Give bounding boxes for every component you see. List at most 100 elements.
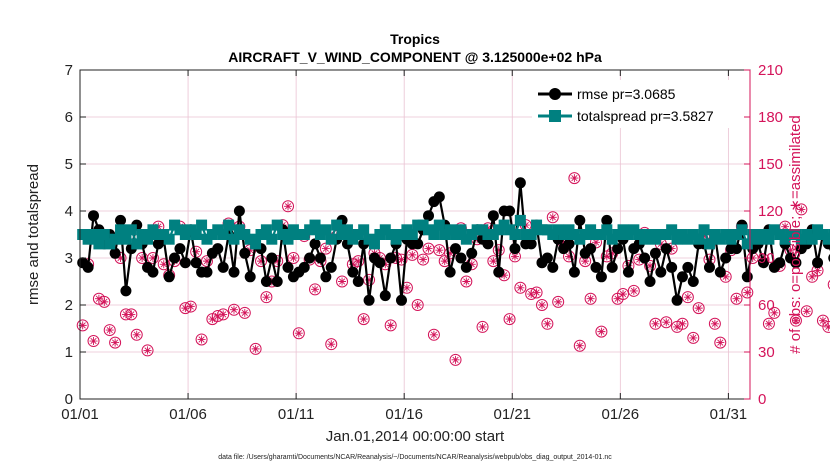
obs-possible-point-2 (87, 335, 100, 348)
obs-assimilated-point-2 (89, 337, 98, 346)
obs-assimilated-point-111 (678, 319, 687, 328)
rmse-point-57 (385, 252, 397, 264)
totalspread-point-7 (115, 224, 127, 236)
obs-possible-point-46 (325, 338, 338, 351)
obs-assimilated-point-7 (116, 254, 125, 262)
obs-possible-point-105 (644, 259, 657, 272)
rmse-point-38 (282, 261, 294, 273)
obs-assimilated-point-59 (397, 255, 406, 264)
rmse-point-62 (412, 238, 424, 250)
totalspread-point-2 (88, 229, 100, 240)
obs-assimilated-point-28 (229, 305, 238, 314)
rmse-point-77 (493, 266, 505, 278)
obs-assimilated-point-72 (467, 260, 476, 269)
obs-assimilated-point-66 (435, 246, 444, 255)
rmse-point-17 (169, 252, 181, 264)
rmse-point-91 (568, 266, 580, 278)
axes: 01/01 01/06 01/11 01/16 01/21 01/26 01/31 0 1 2 3 4… (61, 62, 783, 423)
rmse-point-51 (352, 276, 364, 287)
obs-possible-point-88 (552, 295, 565, 308)
obs-possible-point-32 (249, 342, 262, 355)
rmse-point-19 (179, 257, 191, 269)
rmse-point-75 (482, 238, 494, 250)
legend-box (532, 80, 744, 128)
totalspread-point-27 (223, 219, 235, 231)
legend-rmse-label: rmse pr=3.0685 (577, 86, 676, 102)
obs-assimilated-point-19 (181, 304, 190, 313)
obs-assimilated-point-36 (273, 257, 282, 266)
rmse-point-29 (233, 205, 245, 217)
obs-possible-point-10 (130, 328, 143, 341)
obs-assimilated-point-99 (613, 294, 622, 303)
rmse-point-8 (120, 285, 132, 297)
obs-possible-point-91 (568, 172, 581, 185)
y-axis-label: rmse and totalspread (25, 164, 42, 305)
rmse-point-6 (109, 247, 121, 259)
obs-possible-point-85 (535, 299, 548, 311)
obs-possible-point-65 (427, 328, 440, 341)
obs-possible-point-15 (157, 258, 170, 271)
legend-totalspread-marker (549, 110, 561, 122)
totalspread-point-83 (525, 229, 537, 240)
totalspread-point-43 (309, 219, 321, 231)
y-right-tick-label-5: 150 (758, 156, 783, 173)
rmse-point-112 (682, 261, 694, 273)
obs-assimilated-point-68 (446, 249, 455, 258)
obs-assimilated-point-100 (619, 290, 628, 299)
totalspread-point-97 (601, 224, 613, 236)
series-layer (76, 172, 830, 366)
obs-possible-point-40 (292, 327, 305, 340)
totalspread-point-35 (266, 233, 278, 245)
obs-assimilated-point-102 (629, 286, 638, 295)
totalspread-point-34 (260, 224, 272, 236)
obs-possible-point-52 (357, 313, 370, 326)
obs-assimilated-point-80 (510, 252, 519, 261)
y-right-tick-label-1: 30 (758, 344, 775, 361)
rmse-point-36 (271, 276, 283, 287)
totalspread-point-28 (228, 233, 240, 245)
obs-assimilated-point-30 (240, 308, 249, 317)
rmse-point-46 (325, 261, 337, 273)
obs-assimilated-point-64 (424, 244, 433, 253)
obs-assimilated-point-130 (781, 222, 790, 231)
obs-assimilated-point-88 (554, 297, 563, 306)
y-axis-right-label: # of obs: o=possible; ∗=assimilated (787, 115, 804, 354)
y-tick-label-0: 0 (65, 391, 73, 408)
x-tick-label-3: 01/16 (385, 406, 423, 423)
rmse-point-119 (720, 252, 732, 264)
obs-assimilated-point-57 (386, 321, 395, 330)
rmse-point-28 (228, 266, 240, 278)
rmse-point-111 (676, 271, 688, 283)
obs-assimilated-point-45 (321, 244, 330, 253)
obs-assimilated-point-134 (802, 307, 811, 316)
obs-assimilated-point-32 (251, 344, 260, 353)
totalspread-point-12 (142, 233, 154, 245)
obs-possible-point-81 (514, 281, 527, 294)
obs-assimilated-point-117 (710, 319, 719, 328)
chart-subtitle: AIRCRAFT_V_WIND_COMPONENT @ 3.125000e+02… (228, 49, 602, 65)
y-right-tick-label-7: 210 (758, 62, 783, 79)
obs-possible-point-34 (260, 291, 273, 304)
obs-assimilated-point-50 (348, 260, 357, 269)
obs-possible-point-38 (282, 200, 295, 213)
rmse-point-98 (606, 261, 618, 273)
obs-assimilated-point-94 (586, 294, 595, 303)
obs-possible-point-71 (460, 275, 473, 288)
obs-possible-point-133 (795, 203, 808, 216)
obs-assimilated-point-85 (537, 301, 546, 309)
obs-possible-point-33 (255, 255, 268, 268)
totalspread-point-80 (509, 229, 521, 240)
legend-rmse-marker (549, 88, 561, 100)
rmse-point-66 (433, 191, 445, 203)
obs-assimilated-point-23 (202, 257, 211, 266)
rmse-point-25 (212, 243, 224, 255)
rmse-point-59 (395, 294, 407, 306)
obs-assimilated-point-108 (662, 318, 671, 327)
rmse-point-99 (612, 243, 624, 255)
totalspread-point-6 (109, 233, 121, 245)
rmse-point-76 (487, 210, 499, 222)
obs-assimilated-point-43 (311, 285, 320, 294)
x-tick-label-6: 01/31 (710, 406, 748, 423)
obs-assimilated-point-133 (797, 205, 806, 214)
rmse-point-53 (363, 294, 375, 306)
